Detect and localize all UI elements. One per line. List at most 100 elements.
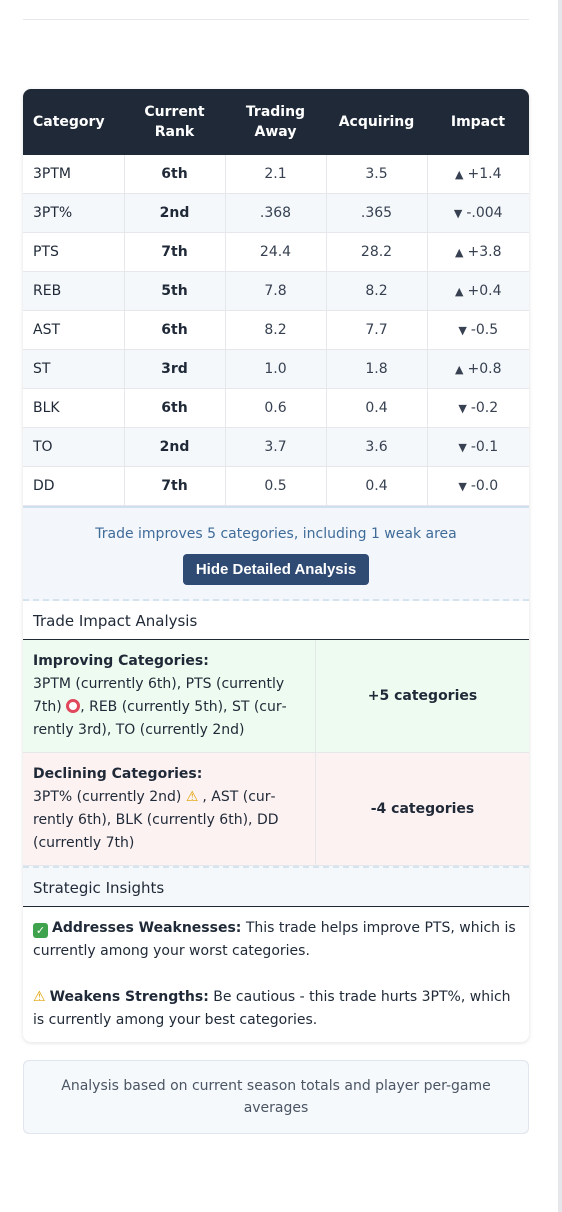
declining-text-start: 3PT% (currently 2nd) (33, 789, 182, 805)
impact-cell: ▼ -.004 (427, 193, 529, 233)
declining-text-end: , AST (cur­rently 6th), BLK (currently 6… (33, 789, 279, 851)
category-cell: 3PTM (23, 155, 125, 194)
declining-categories-detail: Declining Categories: 3PT% (currently 2n… (23, 753, 316, 865)
arrow-up-icon: ▲ (455, 285, 464, 298)
impact-value: -0.1 (470, 439, 499, 455)
table-header-row: Category Current Rank Trading Away Acqui… (23, 89, 529, 155)
impact-value: +3.8 (467, 244, 502, 260)
impact-cell: ▲ +3.8 (427, 232, 529, 272)
impact-value: -.004 (466, 205, 503, 221)
trading-away-cell: 0.6 (225, 388, 327, 428)
analysis-footer-note: Analysis based on current season totals … (23, 1060, 529, 1134)
impact-cell: ▼ -0.5 (427, 310, 529, 350)
category-cell: REB (23, 271, 125, 311)
trading-away-cell: 2.1 (225, 155, 327, 194)
strategic-insights-title: Strategic Insights (23, 866, 529, 907)
insight-label: Weakens Strengths: (49, 989, 209, 1005)
trade-impact-analysis-title: Trade Impact Analysis (23, 601, 529, 640)
rank-cell: 6th (124, 155, 226, 194)
header-trading-away: Trading Away (225, 89, 326, 155)
warning-icon: ⚠ (33, 989, 46, 1005)
impact-value: +1.4 (467, 166, 502, 182)
impact-cell: ▲ +1.4 (427, 155, 529, 194)
table-body: 3PTM 6th 2.1 3.5 ▲ +1.4 3PT% 2nd .368.365 ▼ -.004 P… (23, 155, 529, 506)
rank-cell: 6th (124, 388, 226, 428)
improving-text-start: 3PTM (currently 6th), PTS (currently 7th… (33, 676, 285, 715)
table-row: 3PTM 6th 2.1 3.5 ▲ +1.4 (23, 155, 529, 194)
category-cell: BLK (23, 388, 125, 428)
arrow-down-icon: ▼ (453, 207, 463, 220)
improving-categories-detail: Improving Categories: 3PTM (currently 6t… (23, 640, 316, 752)
table-row: REB 5th 7.8 8.2 ▲ +0.4 (23, 271, 529, 311)
impact-value: +0.4 (467, 283, 502, 299)
header-category: Category (23, 89, 124, 155)
rank-cell: 2nd (124, 427, 226, 467)
arrow-down-icon: ▼ (458, 402, 467, 415)
warning-icon: ⚠ (185, 789, 199, 805)
target-icon (66, 699, 81, 713)
category-cell: 3PT% (23, 193, 125, 233)
arrow-up-icon: ▲ (455, 168, 464, 181)
improving-text-end: , REB (currently 5th), ST (cur­rently 3r… (33, 699, 287, 738)
acquiring-cell: .365 (326, 193, 428, 233)
table-row: PTS 7th 24.4 28.2 ▲ +3.8 (23, 232, 529, 272)
improving-categories-row: Improving Categories: 3PTM (currently 6t… (23, 640, 529, 753)
scrollbar[interactable] (558, 0, 562, 1212)
table-row: DD 7th 0.5 0.4 ▼ -0.0 (23, 466, 529, 506)
rank-cell: 6th (124, 310, 226, 350)
category-cell: PTS (23, 232, 125, 272)
trade-summary: Trade improves 5 categories, including 1… (23, 506, 529, 601)
impact-cell: ▼ -0.0 (427, 466, 529, 506)
acquiring-cell: 1.8 (326, 349, 428, 389)
category-cell: TO (23, 427, 125, 467)
table-row: BLK 6th 0.6 0.4 ▼ -0.2 (23, 388, 529, 428)
trading-away-cell: 1.0 (225, 349, 327, 389)
header-impact: Impact (427, 89, 529, 155)
improving-heading: Improving Categories: (33, 653, 209, 669)
impact-value: -0.5 (470, 322, 499, 338)
acquiring-cell: 3.6 (326, 427, 428, 467)
category-cell: AST (23, 310, 125, 350)
table-row: 3PT% 2nd .368.365 ▼ -.004 (23, 193, 529, 233)
improving-count: +5 categories (367, 688, 478, 704)
trading-away-cell: 7.8 (225, 271, 327, 311)
insight-weakens-strengths: ⚠ Weakens Strengths: Be cautious - this t… (33, 986, 519, 1032)
trading-away-cell: .368 (225, 193, 327, 233)
declining-count: -4 categories (370, 801, 475, 817)
rank-cell: 7th (124, 232, 226, 272)
arrow-down-icon: ▼ (458, 324, 467, 337)
top-divider (23, 19, 529, 20)
check-icon: ✓ (33, 923, 48, 938)
acquiring-cell: 0.4 (326, 388, 428, 428)
insight-text: This trade helps improve PTS, which is c… (33, 920, 516, 959)
declining-heading: Declining Categories: (33, 766, 203, 782)
table-row: ST 3rd 1.0 1.8 ▲ +0.8 (23, 349, 529, 389)
arrow-up-icon: ▲ (455, 363, 464, 376)
acquiring-cell: 7.7 (326, 310, 428, 350)
impact-value: -0.0 (470, 478, 499, 494)
rank-cell: 3rd (124, 349, 226, 389)
acquiring-cell: 0.4 (326, 466, 428, 506)
insight-text: Be cautious - this trade hurts 3PT%, whi… (33, 989, 511, 1028)
rank-cell: 5th (124, 271, 226, 311)
category-cell: ST (23, 349, 125, 389)
rank-cell: 7th (124, 466, 226, 506)
impact-cell: ▲ +0.8 (427, 349, 529, 389)
header-current-rank: Current Rank (124, 89, 225, 155)
table-row: TO 2nd 3.7 3.6 ▼ -0.1 (23, 427, 529, 467)
header-acquiring: Acquiring (326, 89, 427, 155)
trading-away-cell: 8.2 (225, 310, 327, 350)
insight-addresses-weaknesses: ✓ Addresses Weaknesses: This trade helps … (33, 917, 519, 963)
impact-cell: ▼ -0.1 (427, 427, 529, 467)
arrow-down-icon: ▼ (458, 480, 467, 493)
trading-away-cell: 3.7 (225, 427, 327, 467)
summary-text: Trade improves 5 categories, including 1… (95, 526, 457, 542)
table-row: AST 6th 8.2 7.7 ▼ -0.5 (23, 310, 529, 350)
impact-cell: ▲ +0.4 (427, 271, 529, 311)
trading-away-cell: 0.5 (225, 466, 327, 506)
hide-detailed-analysis-button[interactable]: Hide Detailed Analysis (182, 554, 370, 585)
acquiring-cell: 8.2 (326, 271, 428, 311)
trading-away-cell: 24.4 (225, 232, 327, 272)
impact-value: -0.2 (470, 400, 499, 416)
arrow-up-icon: ▲ (455, 246, 464, 259)
